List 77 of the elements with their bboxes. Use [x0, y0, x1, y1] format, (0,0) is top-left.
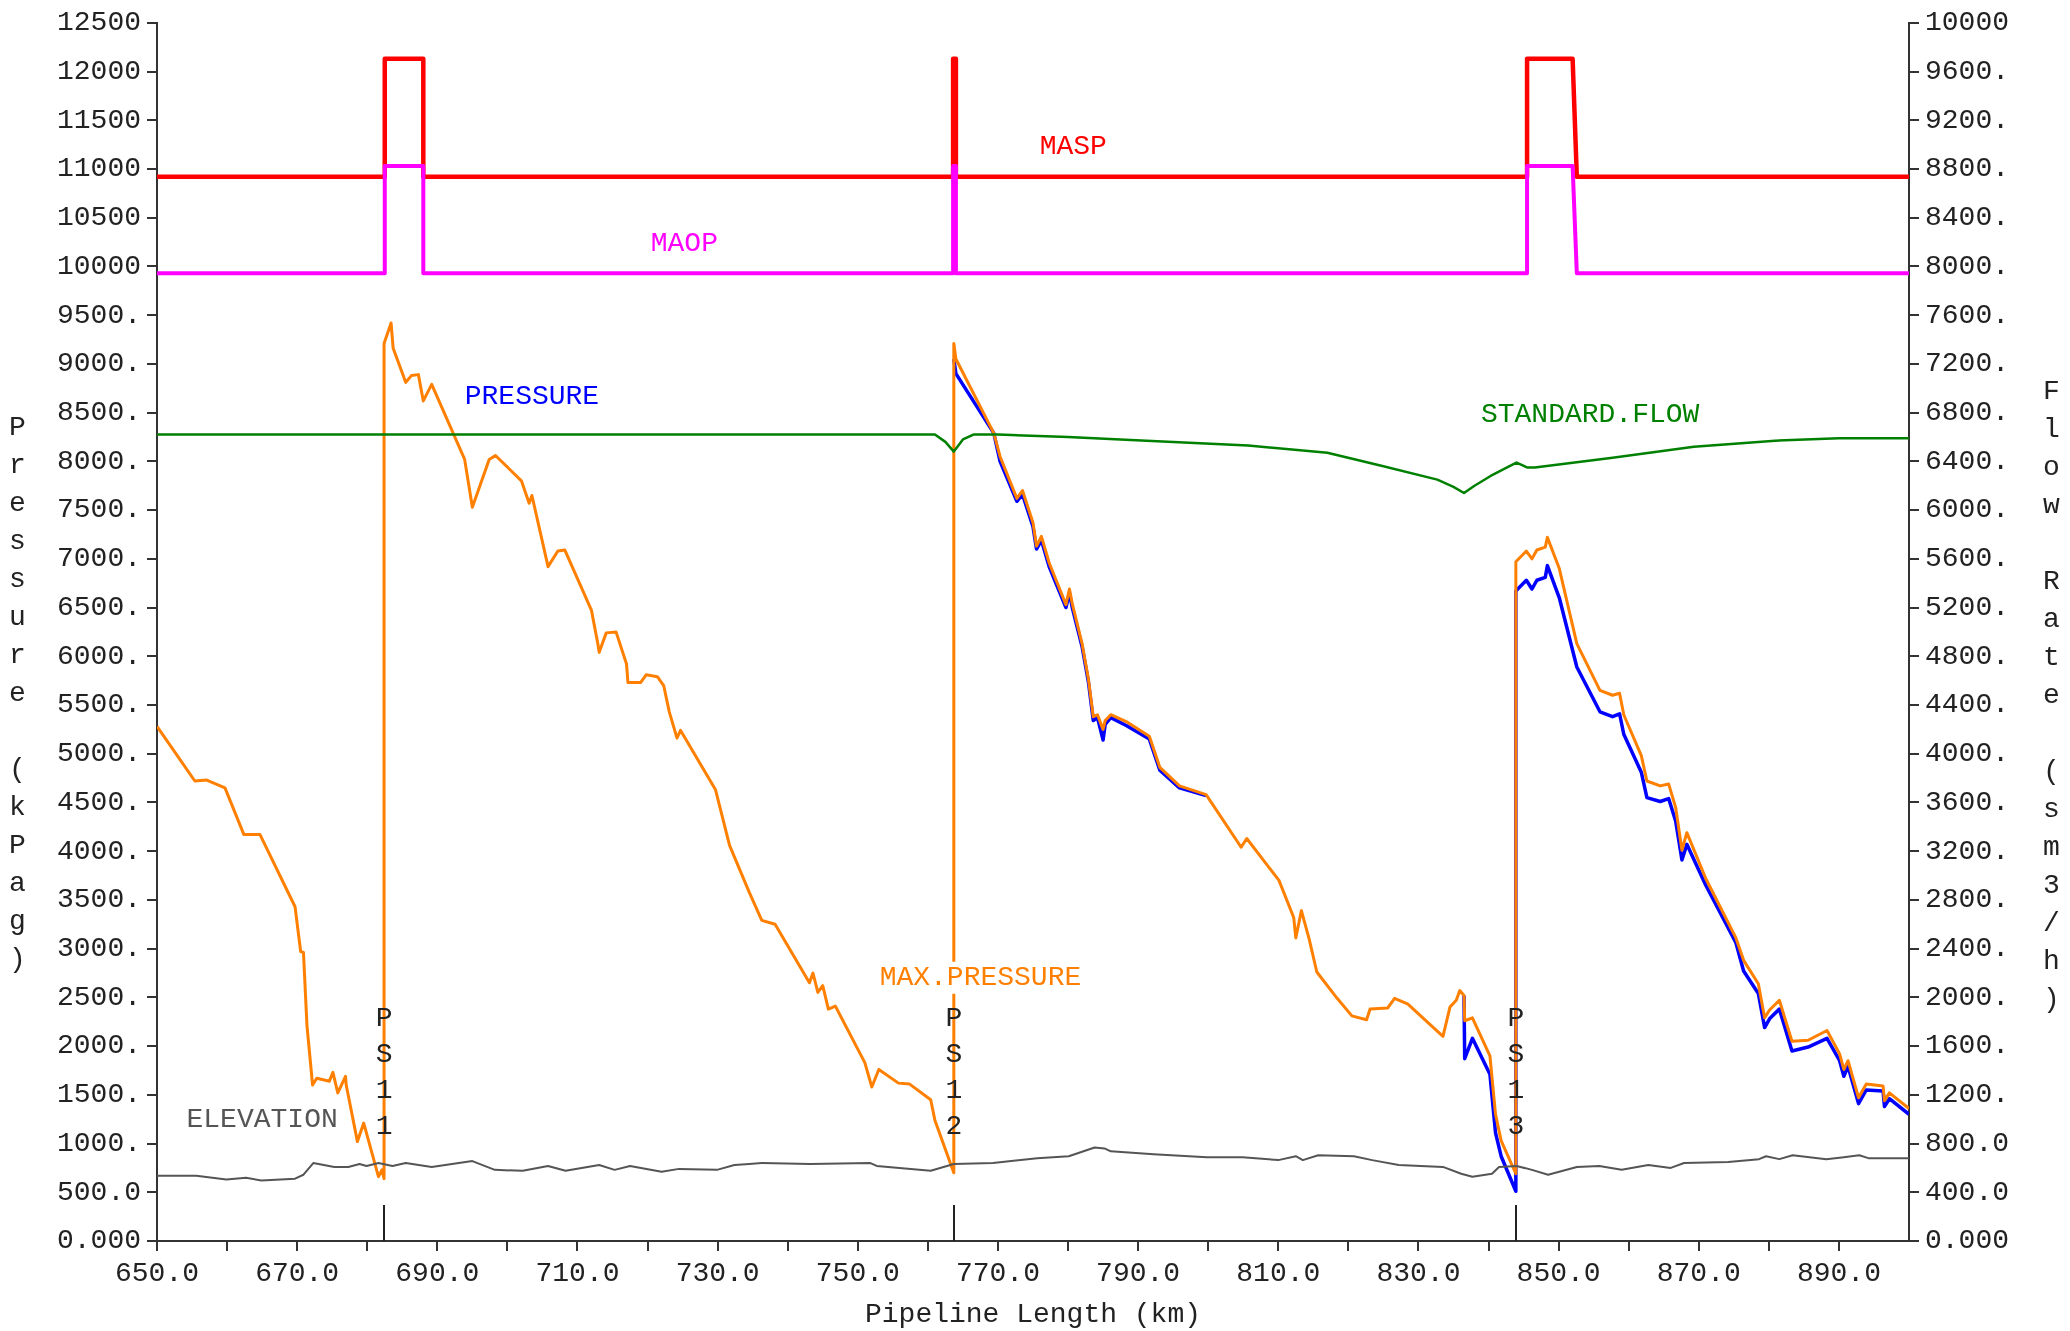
y2-tick-label: 800.0: [1925, 1127, 2010, 1159]
x-tick-label: 830.0: [1376, 1258, 1461, 1290]
y2-tick-label: 0.000: [1925, 1225, 2010, 1257]
annotation: PS11: [368, 1003, 400, 1147]
y2-tick-label: 4400.: [1925, 689, 2010, 721]
y-tick-label: 9500.: [56, 299, 141, 331]
y-tick-label: 6500.: [56, 591, 141, 623]
y2-tick-label: 8400.: [1925, 202, 2010, 234]
y-tick-label: 0.000: [56, 1225, 141, 1257]
x-tick-label: 790.0: [1096, 1258, 1181, 1290]
y2-tick-label: 5200.: [1925, 591, 2010, 623]
x-tick-label: 770.0: [955, 1258, 1040, 1290]
y2-tick-label: 4000.: [1925, 738, 2010, 770]
y2-tick-label: 10000: [1925, 7, 2010, 39]
y-tick-label: 10000: [56, 250, 141, 282]
y-tick-label: 7500.: [56, 494, 141, 526]
y-tick-label: 3000.: [56, 933, 141, 965]
series-label: ELEVATION: [186, 1103, 338, 1135]
x-tick-label: 670.0: [255, 1258, 340, 1290]
y2-tick-label: 3600.: [1925, 786, 2010, 818]
y2-tick-label: 400.0: [1925, 1176, 2010, 1208]
y-tick-label: 9000.: [56, 348, 141, 380]
y-tick-label: 11000: [56, 153, 141, 185]
x-tick-label: 750.0: [815, 1258, 900, 1290]
y2-tick-label: 2000.: [1925, 981, 2010, 1013]
y-tick-label: 11500: [56, 104, 141, 136]
y2-tick-label: 9200.: [1925, 104, 2010, 136]
y-tick-label: 5500.: [56, 689, 141, 721]
y2-tick-label: 5600.: [1925, 543, 2010, 575]
y-tick-label: 2500.: [56, 981, 141, 1013]
y2-tick-label: 9600.: [1925, 55, 2010, 87]
y-tick-label: 5000.: [56, 738, 141, 770]
y-tick-label: 1000.: [56, 1127, 141, 1159]
y-tick-label: 12000: [56, 55, 141, 87]
series-label: STANDARD.FLOW: [1480, 399, 1700, 431]
y-tick-label: 4000.: [56, 835, 141, 867]
x-tick-label: 870.0: [1656, 1258, 1741, 1290]
y2-axis-title: Flow Rate (sm3/h): [2036, 376, 2067, 1022]
y-tick-label: 6000.: [56, 640, 141, 672]
y2-tick-label: 4800.: [1925, 640, 2010, 672]
x-axis-title: Pipeline Length (km): [864, 1298, 1202, 1330]
y2-tick-label: 2800.: [1925, 884, 2010, 916]
y-tick-label: 3500.: [56, 884, 141, 916]
y-tick-label: 500.0: [56, 1176, 141, 1208]
y2-tick-label: 7600.: [1925, 299, 2010, 331]
series-label: MAOP: [650, 227, 718, 259]
y2-tick-label: 7200.: [1925, 348, 2010, 380]
series-label: MASP: [1039, 131, 1107, 163]
annotation: PS12: [938, 1003, 970, 1147]
y2-tick-label: 6800.: [1925, 397, 2010, 429]
y2-tick-label: 3200.: [1925, 835, 2010, 867]
y2-tick-label: 2400.: [1925, 933, 2010, 965]
y-tick-label: 2000.: [56, 1030, 141, 1062]
y2-tick-label: 1200.: [1925, 1079, 2010, 1111]
x-tick-label: 730.0: [675, 1258, 760, 1290]
x-tick-label: 810.0: [1236, 1258, 1321, 1290]
y-axis-title: Pressure (kPag): [2, 412, 33, 982]
x-tick-label: 710.0: [535, 1258, 620, 1290]
y-tick-label: 4500.: [56, 786, 141, 818]
y2-tick-label: 6000.: [1925, 494, 2010, 526]
x-tick-label: 690.0: [395, 1258, 480, 1290]
y-tick-label: 8500.: [56, 397, 141, 429]
y-tick-label: 8000.: [56, 445, 141, 477]
x-tick-label: 890.0: [1796, 1258, 1881, 1290]
y-tick-label: 10500: [56, 202, 141, 234]
y2-tick-label: 6400.: [1925, 445, 2010, 477]
series-label: MAX.PRESSURE: [879, 962, 1082, 994]
y-tick-label: 1500.: [56, 1079, 141, 1111]
y2-tick-label: 8000.: [1925, 250, 2010, 282]
y-tick-label: 12500: [56, 7, 141, 39]
x-tick-label: 850.0: [1516, 1258, 1601, 1290]
y2-tick-label: 1600.: [1925, 1030, 2010, 1062]
x-tick-label: 650.0: [114, 1258, 200, 1290]
y2-tick-label: 8800.: [1925, 153, 2010, 185]
text: PRESSURE: [464, 381, 600, 413]
annotation: PS13: [1500, 1003, 1532, 1147]
y-tick-label: 7000.: [56, 543, 141, 575]
